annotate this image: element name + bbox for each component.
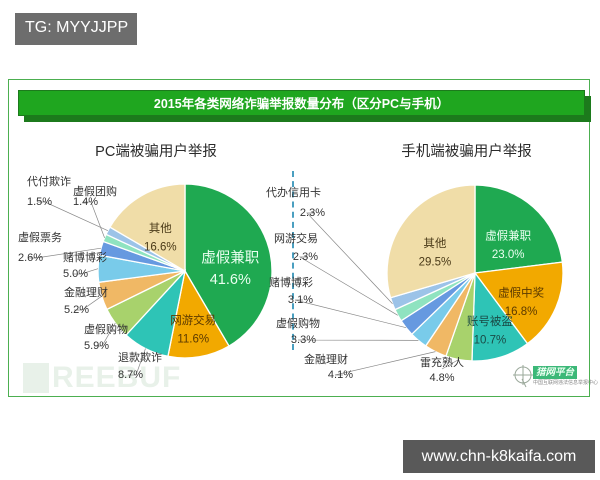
svg-text:网游交易: 网游交易: [170, 313, 216, 327]
svg-text:虚假兼职: 虚假兼职: [485, 228, 531, 242]
svg-text:其他: 其他: [149, 222, 172, 235]
svg-text:虚假购物: 虚假购物: [84, 322, 128, 336]
svg-text:账号被盗: 账号被盗: [467, 314, 513, 328]
svg-text:代办信用卡: 代办信用卡: [266, 186, 321, 199]
svg-text:3.3%: 3.3%: [291, 334, 316, 346]
svg-text:2.3%: 2.3%: [300, 207, 325, 219]
svg-text:3.1%: 3.1%: [288, 294, 313, 306]
svg-text:5.2%: 5.2%: [64, 304, 89, 316]
svg-text:4.8%: 4.8%: [429, 372, 454, 384]
svg-text:1.5%: 1.5%: [27, 196, 52, 208]
svg-text:10.7%: 10.7%: [474, 334, 507, 346]
svg-text:11.6%: 11.6%: [177, 333, 209, 345]
svg-text:5.0%: 5.0%: [63, 268, 88, 280]
svg-text:8.7%: 8.7%: [118, 369, 143, 381]
svg-text:虚假购物: 虚假购物: [276, 316, 320, 330]
svg-text:41.6%: 41.6%: [210, 272, 251, 288]
svg-text:虚假票务: 虚假票务: [18, 230, 62, 244]
svg-text:5.9%: 5.9%: [84, 340, 109, 352]
svg-text:虚假兼职: 虚假兼职: [201, 250, 259, 267]
svg-text:雷充熟人: 雷充熟人: [420, 355, 464, 369]
svg-text:退款欺诈: 退款欺诈: [118, 350, 162, 364]
svg-text:29.5%: 29.5%: [419, 256, 452, 268]
svg-text:23.0%: 23.0%: [492, 249, 525, 261]
svg-text:16.6%: 16.6%: [144, 242, 177, 254]
svg-text:金融理财: 金融理财: [64, 285, 108, 299]
svg-text:2.6%: 2.6%: [18, 252, 43, 264]
svg-text:2.3%: 2.3%: [293, 251, 318, 263]
svg-text:金融理财: 金融理财: [304, 352, 348, 366]
svg-text:赌博博彩: 赌博博彩: [63, 250, 107, 264]
svg-text:4.1%: 4.1%: [328, 369, 353, 381]
svg-text:赌博博彩: 赌博博彩: [269, 275, 313, 289]
svg-text:虚假中奖: 虚假中奖: [498, 286, 544, 300]
svg-text:网游交易: 网游交易: [274, 231, 318, 245]
svg-text:代付欺诈: 代付欺诈: [27, 175, 71, 188]
svg-text:1.4%: 1.4%: [73, 196, 98, 208]
svg-text:其他: 其他: [423, 237, 446, 250]
